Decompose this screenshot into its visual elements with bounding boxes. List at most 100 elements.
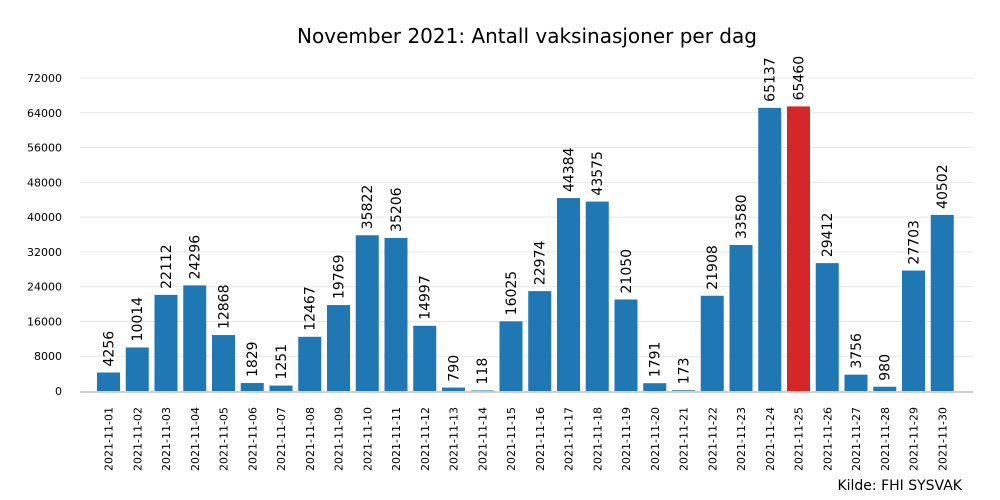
bar-2021-11-01 [97,372,120,391]
y-tick-label: 24000 [27,281,62,294]
chart-title: November 2021: Antall vaksinasjoner per … [297,24,757,48]
data-label: 22974 [533,240,549,285]
x-tick-label: 2021-11-05 [218,407,231,471]
bar-2021-11-19 [614,299,638,391]
data-label: 12467 [303,286,319,331]
y-tick-label: 64000 [27,107,62,120]
data-label: 65460 [792,56,808,101]
bar-2021-11-03 [154,294,178,391]
bar-2021-11-14 [470,390,494,392]
y-tick-label: 0 [55,385,62,398]
bar-2021-11-16 [528,291,552,391]
x-tick-label: 2021-11-24 [764,407,777,471]
data-label: 24296 [188,235,204,280]
data-label: 3756 [849,333,865,369]
grid-lines [80,77,973,393]
x-tick-label: 2021-11-23 [735,407,748,471]
bar-2021-11-29 [902,270,925,391]
bar-2021-11-04 [183,285,207,391]
data-label: 16025 [504,271,520,316]
data-label: 980 [878,354,894,381]
data-label: 21908 [705,245,721,290]
bar-2021-11-28 [873,386,897,391]
bar-2021-11-05 [212,335,235,391]
x-axis: 2021-11-01 2021-11-02 2021-11-03 2021-11-04… [103,407,950,471]
data-label: 790 [447,355,463,382]
y-tick-label: 48000 [27,176,62,189]
bar-2021-11-22 [700,295,724,391]
x-tick-label: 2021-11-02 [131,407,144,471]
x-tick-label: 2021-11-27 [850,407,863,471]
data-label: 12868 [217,285,233,330]
bar-2021-11-06 [240,383,264,391]
x-tick-label: 2021-11-01 [103,407,116,471]
bar-2021-11-17 [557,198,580,391]
y-tick-label: 16000 [27,315,62,328]
x-tick-label: 2021-11-29 [908,407,921,471]
y-tick-label: 32000 [27,246,62,259]
x-tick-label: 2021-11-15 [505,407,518,471]
bar-2021-11-09 [327,305,350,391]
data-label: 65137 [763,57,779,102]
x-tick-label: 2021-11-22 [706,407,719,471]
bar-2021-11-25 [787,106,810,391]
x-tick-label: 2021-11-06 [246,407,259,471]
bar-2021-11-12 [413,325,437,391]
bar-2021-11-08 [298,336,322,391]
y-axis: 0 8000 16000 24000 32000 40000 48000 56000 64000… [27,72,62,398]
x-tick-label: 2021-11-20 [649,407,662,471]
x-tick-label: 2021-11-30 [936,407,949,471]
bar-2021-11-30 [930,214,954,391]
bar-2021-11-24 [758,107,782,391]
x-tick-label: 2021-11-12 [419,407,432,471]
bar-2021-11-15 [499,321,523,391]
y-tick-label: 72000 [27,72,62,85]
x-tick-label: 2021-11-14 [476,407,489,471]
x-tick-label: 2021-11-08 [304,407,317,471]
y-tick-label: 8000 [34,350,62,363]
bar-2021-11-20 [643,383,667,391]
bar-2021-11-26 [815,263,839,391]
data-label: 35822 [360,185,376,230]
x-tick-label: 2021-11-13 [448,407,461,471]
data-label: 10014 [130,297,146,342]
bar-2021-11-10 [355,235,379,391]
data-label: 1251 [274,344,290,380]
x-tick-label: 2021-11-18 [591,407,604,471]
x-tick-label: 2021-11-04 [189,407,202,471]
data-labels: 4256 10014 22112 24296 12868 1829 1251 12467 197… [102,56,952,385]
x-tick-label: 2021-11-19 [620,407,633,471]
y-tick-label: 56000 [27,142,62,155]
bar-2021-11-13 [442,387,465,391]
data-label: 22112 [159,244,175,289]
bar-2021-11-18 [585,201,609,391]
data-label: 33580 [734,194,750,239]
bar-2021-11-23 [729,245,753,391]
x-tick-label: 2021-11-25 [793,407,806,471]
x-tick-label: 2021-11-11 [390,407,403,471]
x-tick-label: 2021-11-17 [563,407,576,471]
data-label: 14997 [418,275,434,320]
x-tick-label: 2021-11-03 [160,407,173,471]
bar-2021-11-21 [672,390,695,391]
x-tick-label: 2021-11-16 [534,407,547,471]
data-label: 27703 [907,220,923,265]
bar-2021-11-11 [384,237,408,391]
data-label: 29412 [820,213,836,258]
bars [97,106,954,392]
bar-2021-11-07 [269,385,293,391]
source-note: Kilde: FHI SYSVAK [837,478,962,494]
data-label: 118 [475,358,491,385]
data-label: 35206 [389,187,405,232]
data-label: 40502 [935,164,951,209]
data-label: 173 [677,358,693,385]
x-tick-label: 2021-11-21 [678,407,691,471]
data-label: 19769 [332,255,348,300]
data-label: 1791 [648,342,664,378]
x-tick-label: 2021-11-09 [333,407,346,471]
x-tick-label: 2021-11-10 [361,407,374,471]
x-tick-label: 2021-11-28 [879,407,892,471]
y-tick-label: 40000 [27,211,62,224]
data-label: 44384 [562,147,578,192]
